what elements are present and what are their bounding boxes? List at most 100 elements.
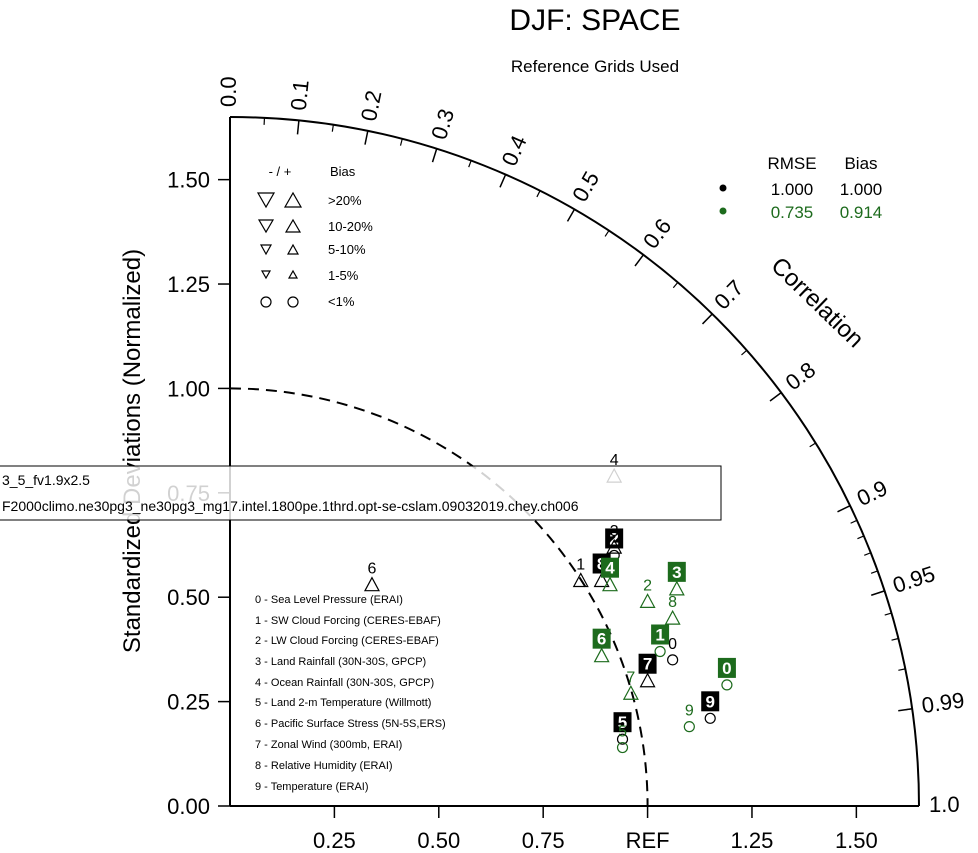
point-label: 6 [597, 630, 606, 649]
bias-row-5-10: 5-10% [259, 242, 366, 257]
data-point-black-6: 6 [363, 561, 380, 592]
point-marker-triangle [601, 576, 618, 592]
point-label: 3 [672, 563, 681, 582]
y-axis-label: Standardized Deviations (Normalized) [119, 249, 146, 653]
point-marker-circle [704, 712, 716, 724]
x-tick-label: 0.75 [522, 828, 565, 853]
chart-subtitle: Reference Grids Used [511, 57, 679, 76]
bias-row-lt1: <1% [260, 294, 355, 309]
stats-row-1-bias: 0.914 [840, 203, 883, 222]
point-label: 1 [655, 625, 664, 644]
corr-tick-label: 1.0 [929, 792, 960, 817]
case-label-1: F2000climo.ne30pg3_ne30pg3_mg17.intel.18… [2, 498, 579, 514]
point-label: 4 [610, 452, 619, 469]
point-label-box [701, 691, 720, 712]
stats-header-bias: Bias [844, 154, 877, 173]
bias-row-label: >20% [328, 193, 362, 208]
point-label: 8 [668, 594, 677, 611]
point-marker-circle [683, 721, 695, 733]
data-point-black-3: 3 [606, 523, 623, 554]
variable-item: 9 - Temperature (ERAI) [255, 781, 369, 793]
x-tick-label: REF [626, 828, 670, 853]
point-marker-triangle [639, 593, 656, 608]
point-label: 3 [610, 523, 619, 540]
variable-item: 7 - Zonal Wind (300mb, ERAI) [255, 739, 402, 751]
variable-item: 3 - Land Rainfall (30N-30S, GPCP) [255, 656, 426, 668]
corr-tick-label: 0.3 [426, 106, 459, 143]
data-point-black-9: 9 [701, 691, 720, 724]
data-point-green-9: 9 [683, 703, 695, 733]
point-label: 5 [618, 724, 627, 741]
stats-row-0-bias: 1.000 [840, 180, 883, 199]
corr-minor-tick [891, 637, 899, 641]
corr-tick-label: 0.7 [709, 275, 748, 314]
data-point-green-2: 2 [639, 577, 656, 608]
stats-row-1-swatch [719, 207, 727, 215]
point-marker-triangle [622, 684, 639, 700]
point-label: 5 [618, 713, 627, 732]
corr-tick-label: 0.4 [497, 132, 532, 170]
point-label: 2 [643, 577, 652, 594]
variable-item: 6 - Pacific Surface Stress (5N-5S,ERS) [255, 718, 446, 730]
data-point-green-0: 0 [717, 657, 736, 691]
y-tick-label: 0.50 [167, 585, 210, 610]
case-label-0: 3_5_fv1.9x2.5 [2, 472, 90, 488]
y-tick-label: 0.00 [167, 794, 210, 819]
bias-row-label: 1-5% [328, 268, 359, 283]
corr-minor-tick [864, 552, 871, 556]
point-label: 1 [576, 557, 585, 574]
bias-row-10-20: 10-20% [257, 218, 373, 234]
corr-tick-label: 0.0 [216, 76, 241, 107]
variable-list: 0 - Sea Level Pressure (ERAI) 1 - SW Clo… [255, 594, 446, 793]
point-label: 6 [368, 561, 377, 578]
x-tick-label: 1.50 [835, 828, 878, 853]
corr-minor-tick [536, 190, 541, 198]
point-marker-triangle [593, 647, 610, 663]
corr-minor-tick [672, 282, 679, 289]
variable-item: 0 - Sea Level Pressure (ERAI) [255, 594, 403, 606]
point-marker-triangle [668, 580, 685, 596]
data-point-green-7: 7 [622, 669, 639, 700]
case-label-box: 3_5_fv1.9x2.5 F2000climo.ne30pg3_ne30pg3… [0, 465, 722, 521]
corr-major-tick [898, 708, 913, 712]
data-point-green-6: 6 [592, 628, 611, 663]
point-marker-triangle [664, 609, 681, 625]
corr-major-tick [871, 590, 885, 596]
triangle-up-icon [287, 269, 299, 279]
corr-minor-tick [331, 124, 334, 132]
corr-major-tick [701, 313, 713, 325]
point-marker-circle [667, 654, 679, 666]
variable-item: 2 - LW Cloud Forcing (CERES-EBAF) [255, 635, 439, 647]
corr-major-tick [296, 120, 300, 135]
triangle-up-icon [286, 243, 300, 255]
corr-minor-tick [604, 230, 610, 237]
corr-minor-tick [741, 349, 748, 356]
triangle-down-icon [260, 270, 272, 280]
stats-header-rmse: RMSE [767, 154, 816, 173]
data-point-green-5: 5 [616, 724, 629, 754]
corr-major-tick [769, 392, 782, 402]
point-label-box [667, 561, 686, 582]
data-point-green-1: 1 [651, 624, 670, 658]
corr-tick-label: 0.5 [567, 167, 604, 206]
corr-tick-label: 0.99 [920, 687, 966, 718]
point-marker-triangle [593, 572, 610, 588]
point-marker-circle [616, 741, 629, 754]
bias-row-label: 10-20% [328, 219, 373, 234]
bias-legend: - / + Bias >20% 10-20% 5-10% 1-5% <1% [256, 164, 373, 309]
y-tick-label: 1.50 [167, 168, 210, 193]
corr-major-tick [566, 208, 576, 222]
data-point-black-7: 7 [638, 653, 657, 688]
triangle-down-icon [256, 192, 276, 209]
point-label: 7 [626, 669, 635, 686]
point-label-box [651, 624, 670, 645]
point-marker-triangle [606, 538, 623, 554]
variable-item: 8 - Relative Humidity (ERAI) [255, 760, 393, 772]
corr-minor-tick [884, 612, 892, 616]
variable-item: 4 - Ocean Rainfall (30N-30S, GPCP) [255, 677, 434, 689]
point-marker-triangle [639, 672, 656, 688]
corr-major-tick [431, 148, 438, 163]
circle-icon [260, 296, 272, 308]
point-marker-circle [721, 679, 733, 691]
data-point-green-3: 3 [667, 561, 686, 596]
